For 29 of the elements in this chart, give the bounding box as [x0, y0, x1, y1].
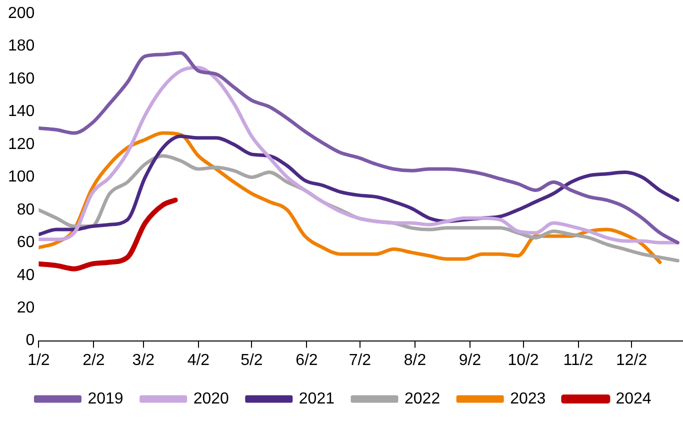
x-tick-label: 1/2 [28, 352, 50, 369]
x-tick-label: 5/2 [240, 352, 263, 369]
x-tick-label: 11/2 [563, 352, 594, 369]
y-tick-label: 100 [8, 168, 35, 186]
legend-label: 2021 [298, 390, 335, 408]
legend-label: 2020 [193, 390, 230, 408]
x-tick-label: 8/2 [404, 352, 426, 369]
y-tick-label: 60 [16, 234, 35, 252]
x-tick-label: 10/2 [508, 352, 539, 369]
x-tick-label: 7/2 [348, 352, 372, 369]
x-tick-label: 4/2 [187, 352, 210, 369]
y-tick-label: 160 [8, 70, 35, 88]
legend-label: 2023 [510, 390, 546, 408]
legend-label: 2022 [404, 390, 440, 408]
y-tick-label: 80 [16, 201, 35, 218]
y-tick-label: 40 [16, 266, 35, 284]
y-tick-label: 140 [8, 103, 35, 120]
x-tick-label: 9/2 [458, 352, 482, 369]
x-tick-label: 12/2 [616, 352, 648, 369]
y-tick-label: 120 [8, 136, 35, 153]
x-tick-label: 3/2 [132, 352, 155, 369]
y-tick-label: 180 [8, 38, 35, 55]
y-tick-label: 20 [16, 299, 35, 316]
legend-label: 2019 [88, 390, 124, 408]
y-tick-label: 200 [8, 5, 35, 22]
legend-label: 2024 [616, 390, 652, 408]
x-tick-label: 2/2 [82, 352, 105, 369]
y-tick-label: 0 [26, 332, 35, 350]
x-tick-label: 6/2 [296, 352, 318, 369]
